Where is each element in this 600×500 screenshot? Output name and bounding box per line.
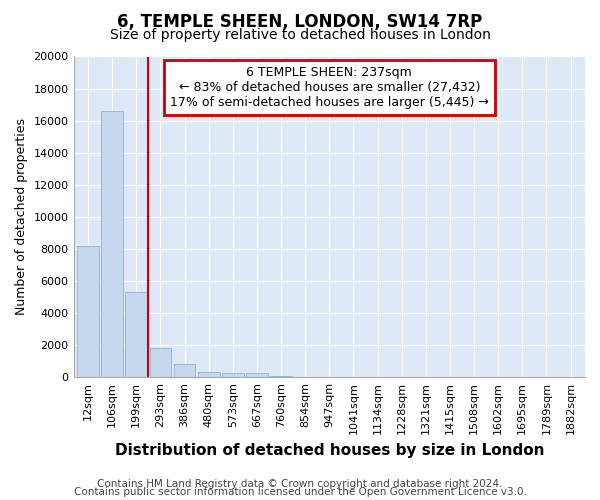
- Bar: [270, 376, 292, 377]
- Bar: [222, 373, 244, 377]
- Text: Size of property relative to detached houses in London: Size of property relative to detached ho…: [110, 28, 490, 42]
- Text: Contains HM Land Registry data © Crown copyright and database right 2024.: Contains HM Land Registry data © Crown c…: [97, 479, 503, 489]
- X-axis label: Distribution of detached houses by size in London: Distribution of detached houses by size …: [115, 442, 544, 458]
- Text: 6, TEMPLE SHEEN, LONDON, SW14 7RP: 6, TEMPLE SHEEN, LONDON, SW14 7RP: [118, 12, 482, 30]
- Bar: [149, 348, 171, 377]
- Bar: [198, 372, 220, 377]
- Text: Contains public sector information licensed under the Open Government Licence v3: Contains public sector information licen…: [74, 487, 526, 497]
- Bar: [173, 364, 196, 377]
- Text: 6 TEMPLE SHEEN: 237sqm
← 83% of detached houses are smaller (27,432)
17% of semi: 6 TEMPLE SHEEN: 237sqm ← 83% of detached…: [170, 66, 489, 109]
- Bar: [125, 292, 147, 377]
- Bar: [77, 246, 99, 377]
- Y-axis label: Number of detached properties: Number of detached properties: [15, 118, 28, 316]
- Bar: [246, 373, 268, 377]
- Bar: [101, 111, 123, 377]
